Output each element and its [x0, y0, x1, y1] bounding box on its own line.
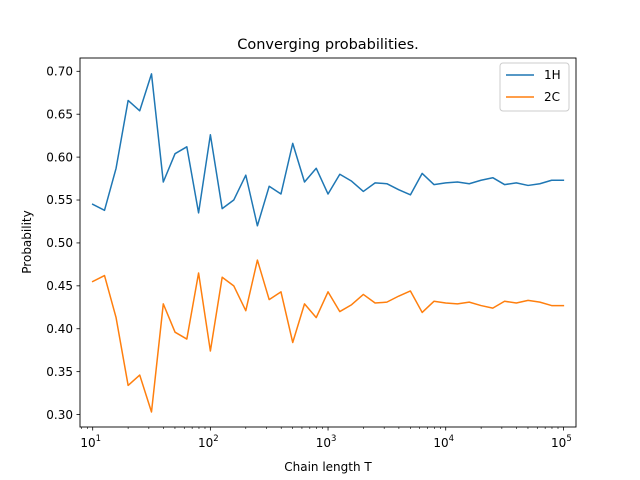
- series-line-2c: [91, 259, 565, 413]
- x-axis-ticks: 101 102 103 104 105: [80, 427, 572, 450]
- y-tick-label: 0.50: [46, 236, 73, 250]
- x-tick-label: 102: [198, 434, 219, 450]
- legend-label-1h: 1H: [544, 68, 561, 82]
- y-tick-label: 0.60: [46, 150, 73, 164]
- chart-title: Converging probabilities.: [237, 37, 419, 53]
- y-tick-label: 0.55: [46, 193, 73, 207]
- y-tick-label: 0.45: [46, 279, 73, 293]
- y-tick-label: 0.35: [46, 365, 73, 379]
- x-tick-label: 105: [551, 434, 572, 450]
- x-tick-label: 103: [316, 434, 337, 450]
- x-tick-label: 101: [80, 434, 101, 450]
- series-layer: [91, 73, 565, 413]
- y-axis-label: Probability: [20, 210, 34, 273]
- plot-frame: [79, 57, 577, 428]
- x-axis-label: Chain length T: [284, 460, 372, 474]
- legend-label-2c: 2C: [544, 90, 560, 104]
- y-tick-label: 0.30: [46, 408, 73, 422]
- y-tick-label: 0.65: [46, 107, 73, 121]
- legend: 1H 2C: [499, 62, 570, 112]
- y-axis-ticks: 0.30 0.35 0.40 0.45 0.50 0.55 0.60 0.65 0.70: [46, 65, 80, 422]
- y-tick-label: 0.70: [46, 65, 73, 79]
- y-tick-label: 0.40: [46, 322, 73, 336]
- series-line-1h: [91, 73, 565, 227]
- x-tick-label: 104: [433, 434, 454, 450]
